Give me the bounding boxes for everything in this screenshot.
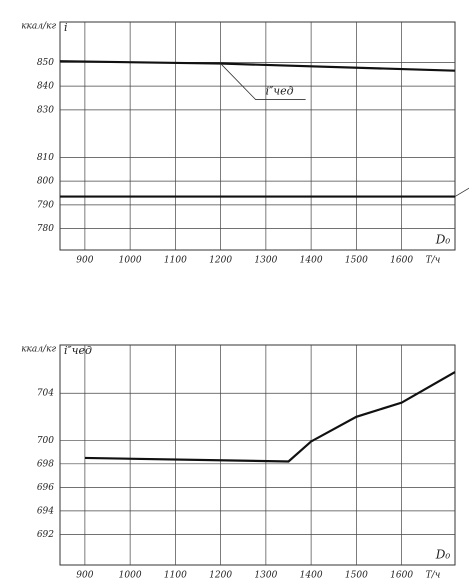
- y-axis-label: i″чед: [64, 344, 92, 357]
- x-tick-label: 1100: [164, 256, 187, 266]
- x-tick-label: 1400: [300, 571, 323, 581]
- x-unit: T/ч: [426, 571, 441, 581]
- y-tick-label: 810: [37, 153, 54, 163]
- y-tick-label: 696: [37, 483, 54, 493]
- y-tick-label: 694: [37, 506, 54, 516]
- plot-frame: [59, 344, 456, 566]
- x-unit: T/ч: [426, 256, 441, 266]
- y-tick-label: 780: [37, 224, 54, 234]
- x-tick-label: 1200: [209, 256, 232, 266]
- annotation-leader: [220, 63, 306, 100]
- x-tick-label: 1300: [254, 256, 277, 266]
- y-tick-label: 830: [37, 105, 54, 115]
- x-tick-label: 900: [76, 256, 93, 266]
- x-axis-label: D₀: [435, 548, 451, 562]
- y-tick-label: 840: [37, 82, 54, 92]
- y-tick-label: 704: [37, 389, 54, 399]
- data-line: [59, 60, 456, 72]
- x-tick-label: 1600: [390, 571, 413, 581]
- x-tick-label: 900: [76, 571, 93, 581]
- x-axis-label: D₀: [435, 233, 451, 247]
- y-axis-label: i: [64, 21, 68, 34]
- y-unit: ккал/кг: [21, 22, 56, 32]
- y-tick-label: 790: [37, 200, 54, 210]
- y-tick-label: 800: [37, 177, 54, 187]
- y-tick-label: 698: [37, 459, 54, 469]
- data-line: [84, 371, 456, 463]
- series-label: i″чед: [266, 85, 294, 98]
- y-tick-label: 850: [37, 58, 54, 68]
- x-tick-label: 1000: [119, 256, 142, 266]
- y-unit: ккал/кг: [21, 345, 56, 355]
- x-tick-label: 1100: [164, 571, 187, 581]
- x-tick-label: 1500: [345, 256, 368, 266]
- plot-frame: [59, 21, 456, 251]
- x-tick-label: 1600: [390, 256, 413, 266]
- x-tick-label: 1200: [209, 571, 232, 581]
- annotation-leader: [454, 187, 469, 197]
- x-tick-label: 1000: [119, 571, 142, 581]
- y-tick-label: 700: [37, 436, 54, 446]
- x-tick-label: 1400: [300, 256, 323, 266]
- y-tick-label: 692: [37, 530, 54, 540]
- x-tick-label: 1300: [254, 571, 277, 581]
- x-tick-label: 1500: [345, 571, 368, 581]
